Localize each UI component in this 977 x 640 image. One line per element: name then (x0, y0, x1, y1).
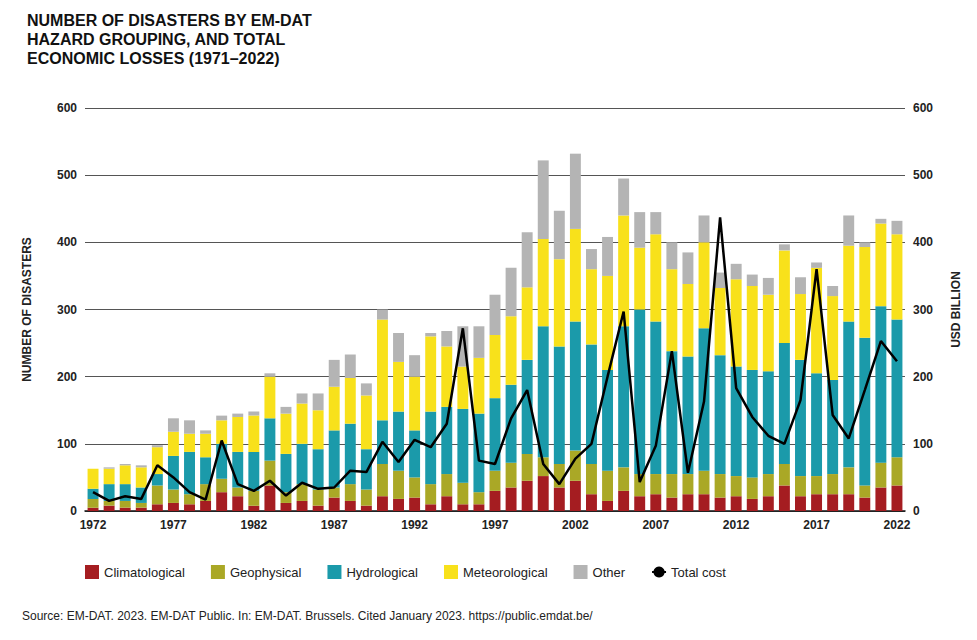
svg-text:Geophysical: Geophysical (230, 565, 302, 580)
svg-text:0: 0 (70, 504, 77, 518)
svg-text:Source: EM-DAT. 2023. EM-DAT P: Source: EM-DAT. 2023. EM-DAT Public. In:… (22, 609, 593, 623)
svg-text:Hydrological: Hydrological (346, 565, 418, 580)
svg-text:ECONOMIC LOSSES (1971–2022): ECONOMIC LOSSES (1971–2022) (27, 50, 280, 67)
svg-text:Meteorological: Meteorological (463, 565, 548, 580)
svg-text:0: 0 (913, 504, 920, 518)
svg-text:1997: 1997 (482, 518, 509, 532)
svg-text:2022: 2022 (884, 518, 911, 532)
svg-text:1987: 1987 (321, 518, 348, 532)
svg-text:2017: 2017 (803, 518, 830, 532)
svg-text:Climatological: Climatological (104, 565, 185, 580)
svg-text:NUMBER OF DISASTERS BY EM-DAT: NUMBER OF DISASTERS BY EM-DAT (27, 12, 316, 29)
svg-text:NUMBER OF DISASTERS: NUMBER OF DISASTERS (20, 237, 34, 382)
svg-text:200: 200 (57, 370, 77, 384)
svg-text:100: 100 (57, 437, 77, 451)
svg-text:1982: 1982 (240, 518, 267, 532)
svg-text:2007: 2007 (642, 518, 669, 532)
svg-text:600: 600 (57, 101, 77, 115)
svg-text:HAZARD GROUPING, AND TOTAL: HAZARD GROUPING, AND TOTAL (27, 31, 290, 48)
svg-text:500: 500 (913, 168, 933, 182)
svg-text:1977: 1977 (160, 518, 187, 532)
svg-text:500: 500 (57, 168, 77, 182)
svg-text:2012: 2012 (723, 518, 750, 532)
svg-text:Total cost: Total cost (671, 565, 726, 580)
svg-text:300: 300 (913, 303, 933, 317)
svg-text:400: 400 (913, 235, 933, 249)
svg-text:Other: Other (593, 565, 626, 580)
svg-text:1992: 1992 (401, 518, 428, 532)
svg-text:1972: 1972 (80, 518, 107, 532)
svg-text:200: 200 (913, 370, 933, 384)
svg-text:2002: 2002 (562, 518, 589, 532)
svg-text:600: 600 (913, 101, 933, 115)
svg-text:100: 100 (913, 437, 933, 451)
svg-text:300: 300 (57, 303, 77, 317)
svg-text:400: 400 (57, 235, 77, 249)
svg-text:USD BILLION: USD BILLION (949, 271, 963, 348)
